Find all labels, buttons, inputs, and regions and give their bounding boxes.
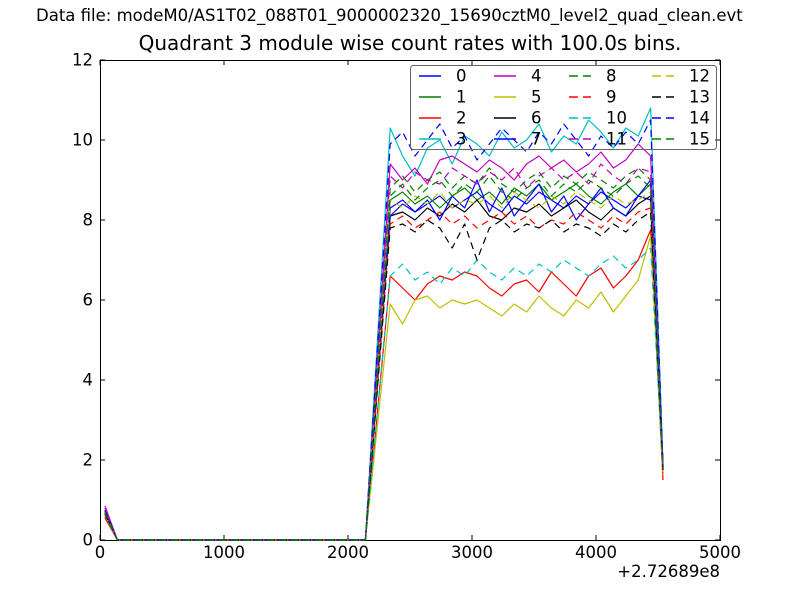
legend-label-0: 0 xyxy=(456,67,467,86)
series-line-9 xyxy=(104,207,664,541)
legend-label-2: 2 xyxy=(456,109,467,128)
legend-label-6: 6 xyxy=(531,109,542,128)
legend-label-8: 8 xyxy=(606,67,617,86)
legend-label-1: 1 xyxy=(456,88,467,107)
datafile-label: Data file: modeM0/AS1T02_088T01_90000023… xyxy=(36,6,743,25)
y-tick-label: 12 xyxy=(72,51,93,70)
legend-label-12: 12 xyxy=(689,67,710,86)
series-line-3 xyxy=(104,107,664,541)
y-tick-label: 10 xyxy=(72,131,93,150)
x-tick-label: 4000 xyxy=(575,543,617,562)
legend-label-4: 4 xyxy=(531,67,542,86)
y-tick-label: 0 xyxy=(83,531,94,550)
x-tick-label: 0 xyxy=(95,543,106,562)
series-line-11 xyxy=(104,163,664,541)
legend-label-14: 14 xyxy=(689,109,710,128)
series-line-15 xyxy=(104,175,664,541)
legend-label-9: 9 xyxy=(606,88,617,107)
legend-label-13: 13 xyxy=(689,88,710,107)
legend-label-15: 15 xyxy=(689,130,710,149)
legend-label-10: 10 xyxy=(606,109,627,128)
legend-label-5: 5 xyxy=(531,88,542,107)
x-tick-label: 5000 xyxy=(699,543,741,562)
x-tick-label: 2000 xyxy=(327,543,369,562)
y-tick-label: 4 xyxy=(83,371,94,390)
series-line-14 xyxy=(104,119,664,541)
y-tick-label: 6 xyxy=(83,291,94,310)
legend-box xyxy=(410,65,717,150)
x-tick-label: 3000 xyxy=(451,543,493,562)
x-tick-label: 1000 xyxy=(203,543,245,562)
legend-label-7: 7 xyxy=(531,130,542,149)
legend-label-11: 11 xyxy=(606,130,627,149)
y-tick-label: 2 xyxy=(83,451,94,470)
y-tick-label: 8 xyxy=(83,211,94,230)
legend-label-3: 3 xyxy=(456,130,467,149)
x-axis-offset-label: +2.72689e8 xyxy=(617,562,720,581)
chart-title: Quadrant 3 module wise count rates with … xyxy=(138,31,682,55)
